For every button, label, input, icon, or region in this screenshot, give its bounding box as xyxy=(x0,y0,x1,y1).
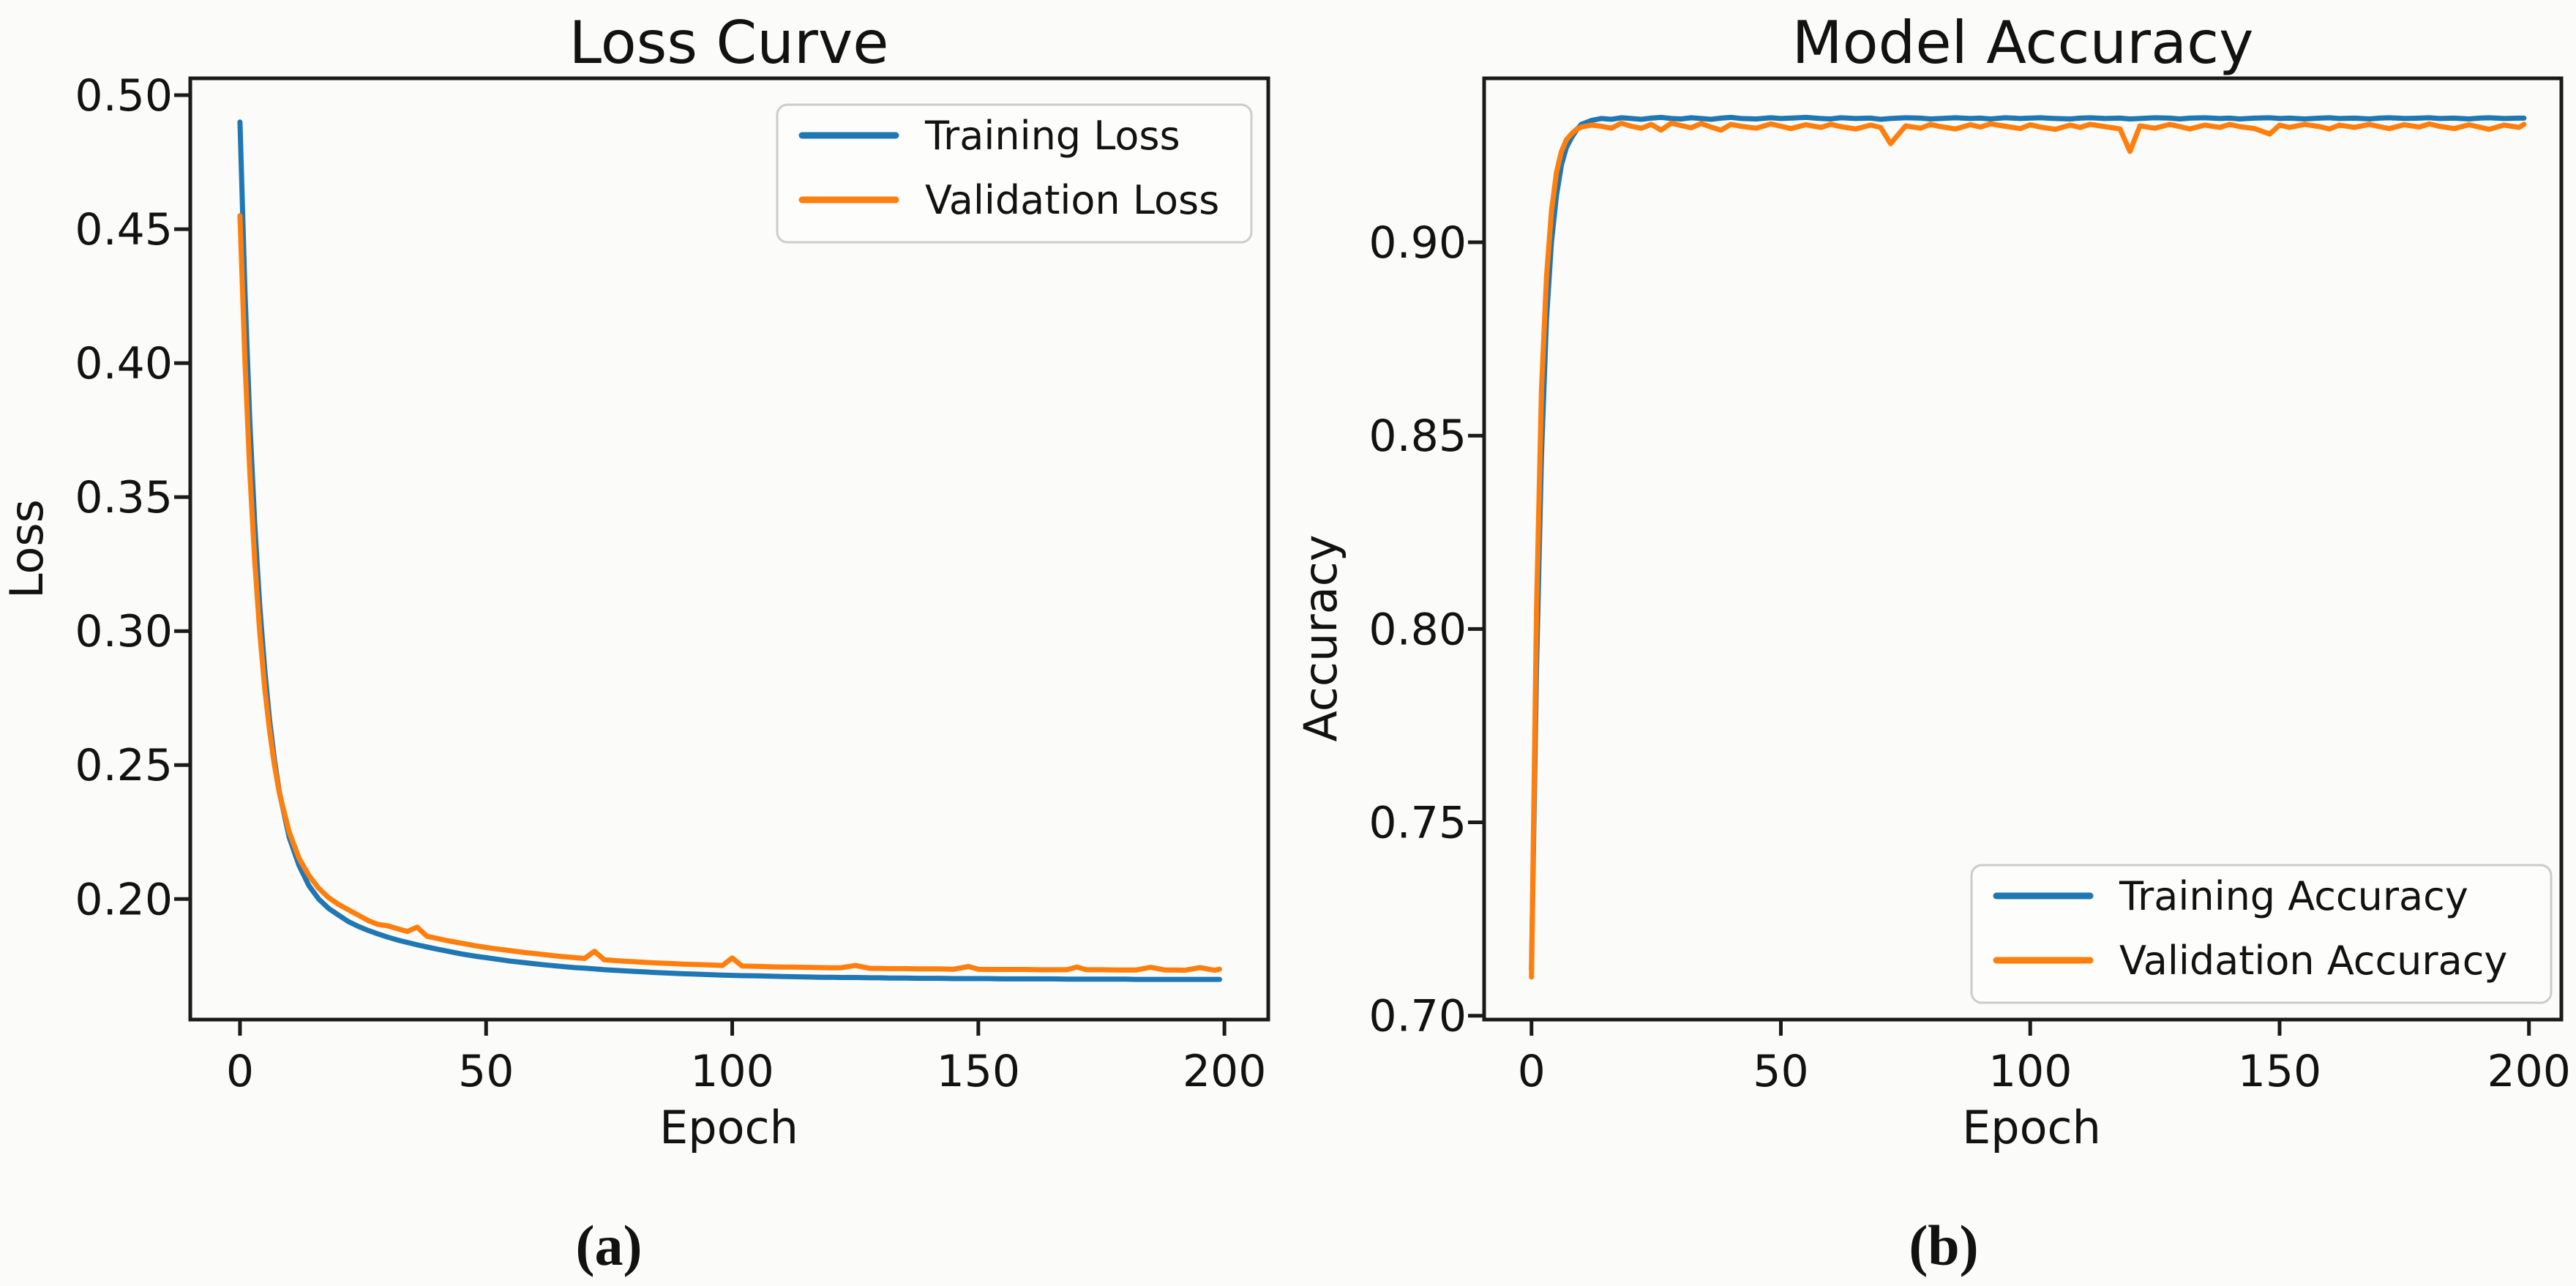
x-tick-label: 200 xyxy=(1183,1046,1267,1097)
y-tick-label: 0.20 xyxy=(75,874,173,925)
x-tick-label: 100 xyxy=(1988,1046,2073,1097)
validation-accuracy-line xyxy=(1529,120,2527,980)
x-tick-label: 50 xyxy=(1753,1046,1808,1097)
training-accuracy-line xyxy=(1529,114,2527,972)
y-tick-label: 0.45 xyxy=(75,204,173,255)
chart-title: Model Accuracy xyxy=(1792,9,2254,77)
x-tick-label: 0 xyxy=(226,1046,254,1097)
x-tick-label: 50 xyxy=(458,1046,514,1097)
legend-entry-label: Validation Accuracy xyxy=(2119,938,2507,984)
chart-title: Loss Curve xyxy=(569,9,889,77)
training-loss-line xyxy=(237,119,1222,982)
x-tick-label: 200 xyxy=(2487,1046,2571,1097)
x-axis-label: Epoch xyxy=(1962,1101,2101,1154)
y-tick-label: 0.50 xyxy=(75,70,173,122)
x-tick-label: 0 xyxy=(1518,1046,1546,1097)
y-tick-label: 0.40 xyxy=(75,338,173,389)
validation-loss-line xyxy=(237,213,1222,973)
plot-border xyxy=(188,76,1270,1022)
plot-border xyxy=(1482,76,2564,1022)
legend-entry-label: Training Accuracy xyxy=(2119,873,2468,919)
y-tick-label: 0.25 xyxy=(75,740,173,791)
legend-box xyxy=(776,103,1253,244)
legend-box xyxy=(1970,864,2553,1004)
x-tick-label: 150 xyxy=(937,1046,1021,1097)
y-axis-label: Loss xyxy=(0,499,53,599)
chart-panel-accuracy: Model Accuracy 0.90 0.85 0.80 0.75 0.70 0 50 100… xyxy=(1294,9,2571,1277)
legend-entry-label: Training Loss xyxy=(924,113,1180,159)
x-tick-label: 100 xyxy=(690,1046,774,1097)
y-tick-label: 0.30 xyxy=(75,606,173,657)
subfigure-caption: (a) xyxy=(576,1214,643,1277)
x-tick-label: 150 xyxy=(2238,1046,2322,1097)
y-tick-label: 0.85 xyxy=(1368,411,1467,462)
y-tick-label: 0.70 xyxy=(1368,991,1467,1042)
y-tick-label: 0.75 xyxy=(1368,798,1467,849)
x-axis-label: Epoch xyxy=(659,1101,798,1154)
y-tick-label: 0.90 xyxy=(1368,217,1467,269)
y-tick-label: 0.80 xyxy=(1368,604,1467,655)
legend-entry-label: Validation Loss xyxy=(925,177,1219,223)
y-axis-label: Accuracy xyxy=(1294,534,1347,741)
subfigure-caption: (b) xyxy=(1909,1214,1978,1277)
chart-panel-loss: Loss Curve 0.50 0.45 0.40 0.35 0.30 0.25 0.20 0 5… xyxy=(0,9,1270,1277)
y-tick-label: 0.35 xyxy=(75,472,173,523)
